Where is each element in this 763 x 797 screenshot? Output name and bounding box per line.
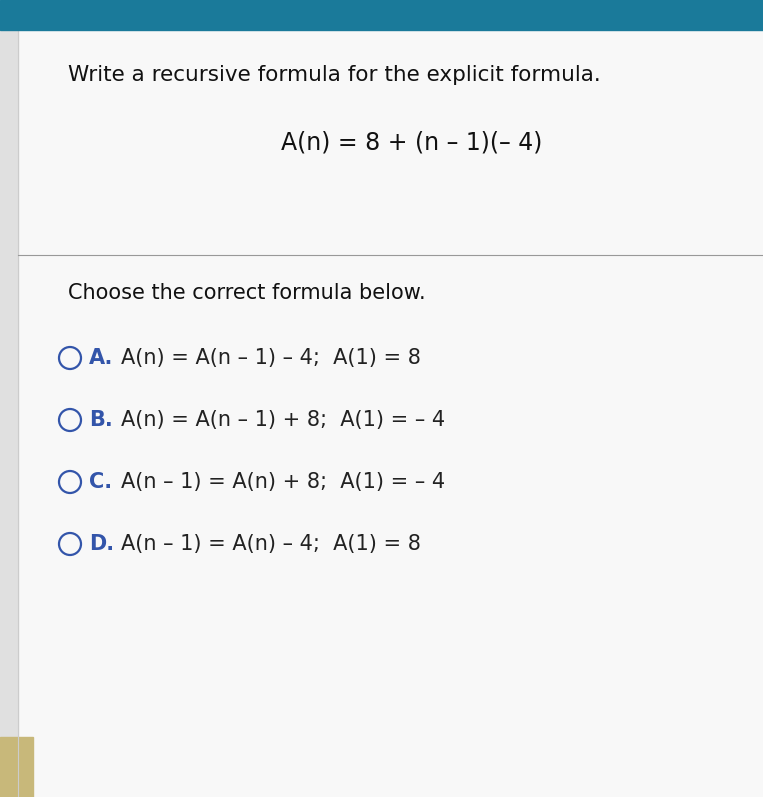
Text: B.: B. (89, 410, 113, 430)
Bar (0, 0, 763, 30)
Text: Write a recursive formula for the explicit formula.: Write a recursive formula for the explic… (68, 65, 600, 85)
Text: D.: D. (89, 534, 114, 554)
Bar (18, 260, 763, 797)
Text: A(n) = 8 + (n – 1)(– 4): A(n) = 8 + (n – 1)(– 4) (281, 130, 542, 154)
Bar (0, 737, 33, 797)
Bar (0, 30, 18, 737)
Text: Choose the correct formula below.: Choose the correct formula below. (68, 283, 426, 303)
Text: C.: C. (89, 472, 112, 492)
Text: A(n – 1) = A(n) – 4;  A(1) = 8: A(n – 1) = A(n) – 4; A(1) = 8 (121, 534, 421, 554)
Bar (18, 30, 763, 260)
Text: A(n) = A(n – 1) + 8;  A(1) = – 4: A(n) = A(n – 1) + 8; A(1) = – 4 (121, 410, 445, 430)
Text: A.: A. (89, 348, 114, 368)
Text: A(n) = A(n – 1) – 4;  A(1) = 8: A(n) = A(n – 1) – 4; A(1) = 8 (121, 348, 421, 368)
Text: A(n – 1) = A(n) + 8;  A(1) = – 4: A(n – 1) = A(n) + 8; A(1) = – 4 (121, 472, 445, 492)
